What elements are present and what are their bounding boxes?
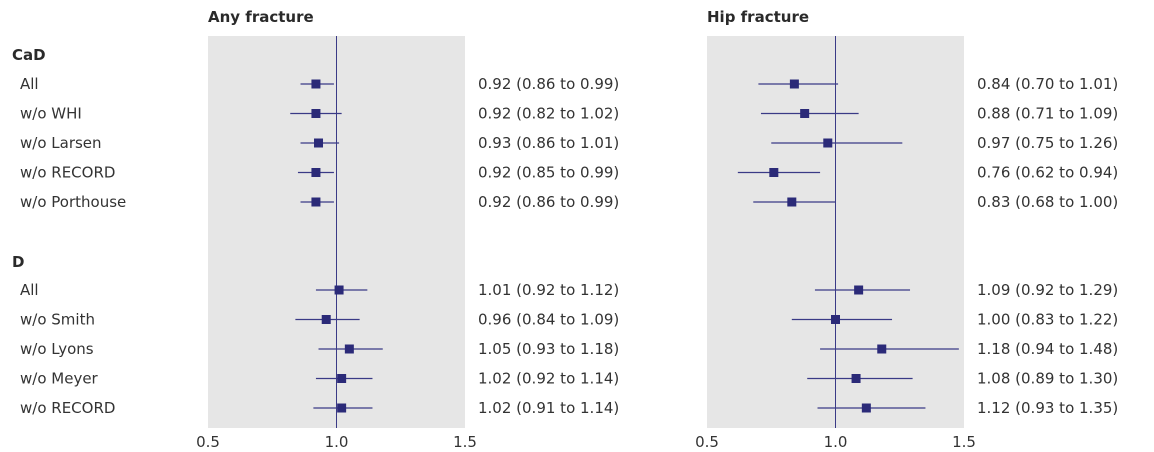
x-tick-label: 1.5	[952, 433, 976, 451]
estimate-text: 1.12 (0.93 to 1.35)	[977, 399, 1118, 417]
estimate-text: 0.96 (0.84 to 1.09)	[478, 311, 619, 329]
estimate-text: 1.02 (0.91 to 1.14)	[478, 399, 619, 417]
row-label: w/o Meyer	[20, 370, 99, 388]
row-label: w/o RECORD	[20, 164, 115, 182]
point-estimate	[877, 344, 887, 354]
estimate-text: 0.92 (0.86 to 0.99)	[478, 75, 619, 93]
group-label: CaD	[12, 46, 46, 64]
point-estimate	[854, 285, 864, 295]
group-label: D	[12, 253, 24, 271]
point-estimate	[787, 197, 797, 207]
point-estimate	[800, 109, 810, 118]
point-estimate	[321, 315, 331, 324]
row-label: All	[20, 281, 39, 299]
estimate-text: 1.18 (0.94 to 1.48)	[977, 340, 1118, 358]
point-estimate	[831, 315, 840, 324]
estimate-text: 0.88 (0.71 to 1.09)	[977, 105, 1118, 123]
point-estimate	[314, 138, 324, 148]
estimate-text: 0.84 (0.70 to 1.01)	[977, 75, 1118, 93]
point-estimate	[851, 374, 861, 383]
point-estimate	[334, 285, 344, 295]
estimate-text: 0.76 (0.62 to 0.94)	[977, 164, 1118, 182]
panel-title-hip: Hip fracture	[707, 8, 809, 26]
estimate-text: 1.08 (0.89 to 1.30)	[977, 370, 1118, 388]
estimate-text: 1.01 (0.92 to 1.12)	[478, 281, 619, 299]
estimate-text: 0.93 (0.86 to 1.01)	[478, 134, 619, 152]
point-estimate	[311, 197, 321, 207]
point-estimate	[311, 109, 321, 118]
estimate-text: 0.92 (0.85 to 0.99)	[478, 164, 619, 182]
chart-marks: CaD All 0.92 (0.86 to 0.99) 0.84 (0.70 to 1…	[12, 46, 1118, 451]
point-estimate	[344, 344, 354, 354]
estimate-text: 0.92 (0.82 to 1.02)	[478, 105, 619, 123]
panel-title-any: Any fracture	[208, 8, 314, 26]
x-tick-label: 0.5	[695, 433, 719, 451]
estimate-text: 0.92 (0.86 to 0.99)	[478, 193, 619, 211]
row-label: w/o Lyons	[20, 340, 94, 358]
x-tick-label: 1.5	[453, 433, 477, 451]
x-tick-label: 1.0	[325, 433, 349, 451]
estimate-text: 1.00 (0.83 to 1.22)	[977, 311, 1118, 329]
estimate-text: 1.05 (0.93 to 1.18)	[478, 340, 619, 358]
row-label: w/o Smith	[20, 311, 95, 329]
row-label: All	[20, 75, 39, 93]
row-label: w/o Porthouse	[20, 193, 126, 211]
estimate-text: 0.97 (0.75 to 1.26)	[977, 134, 1118, 152]
x-tick-label: 1.0	[824, 433, 848, 451]
point-estimate	[311, 79, 321, 89]
estimate-text: 1.02 (0.92 to 1.14)	[478, 370, 619, 388]
estimate-text: 1.09 (0.92 to 1.29)	[977, 281, 1118, 299]
point-estimate	[337, 374, 347, 383]
point-estimate	[861, 403, 871, 413]
row-label: w/o WHI	[20, 105, 82, 123]
point-estimate	[311, 168, 321, 177]
x-tick-label: 0.5	[196, 433, 220, 451]
row-label: w/o Larsen	[20, 134, 102, 152]
point-estimate	[769, 168, 779, 177]
point-estimate	[789, 79, 799, 89]
point-estimate	[337, 403, 347, 413]
point-estimate	[823, 138, 833, 148]
estimate-text: 0.83 (0.68 to 1.00)	[977, 193, 1118, 211]
row-label: w/o RECORD	[20, 399, 115, 417]
